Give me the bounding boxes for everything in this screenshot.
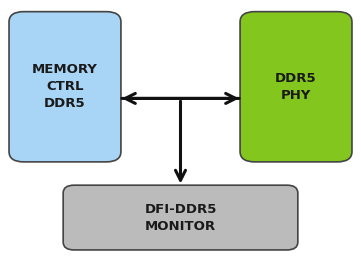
Text: DDR5
PHY: DDR5 PHY bbox=[275, 72, 317, 102]
FancyBboxPatch shape bbox=[240, 12, 352, 162]
Text: MEMORY
CTRL
DDR5: MEMORY CTRL DDR5 bbox=[32, 63, 98, 110]
FancyBboxPatch shape bbox=[9, 12, 121, 162]
FancyBboxPatch shape bbox=[63, 185, 298, 250]
Text: DFI-DDR5
MONITOR: DFI-DDR5 MONITOR bbox=[144, 203, 217, 233]
